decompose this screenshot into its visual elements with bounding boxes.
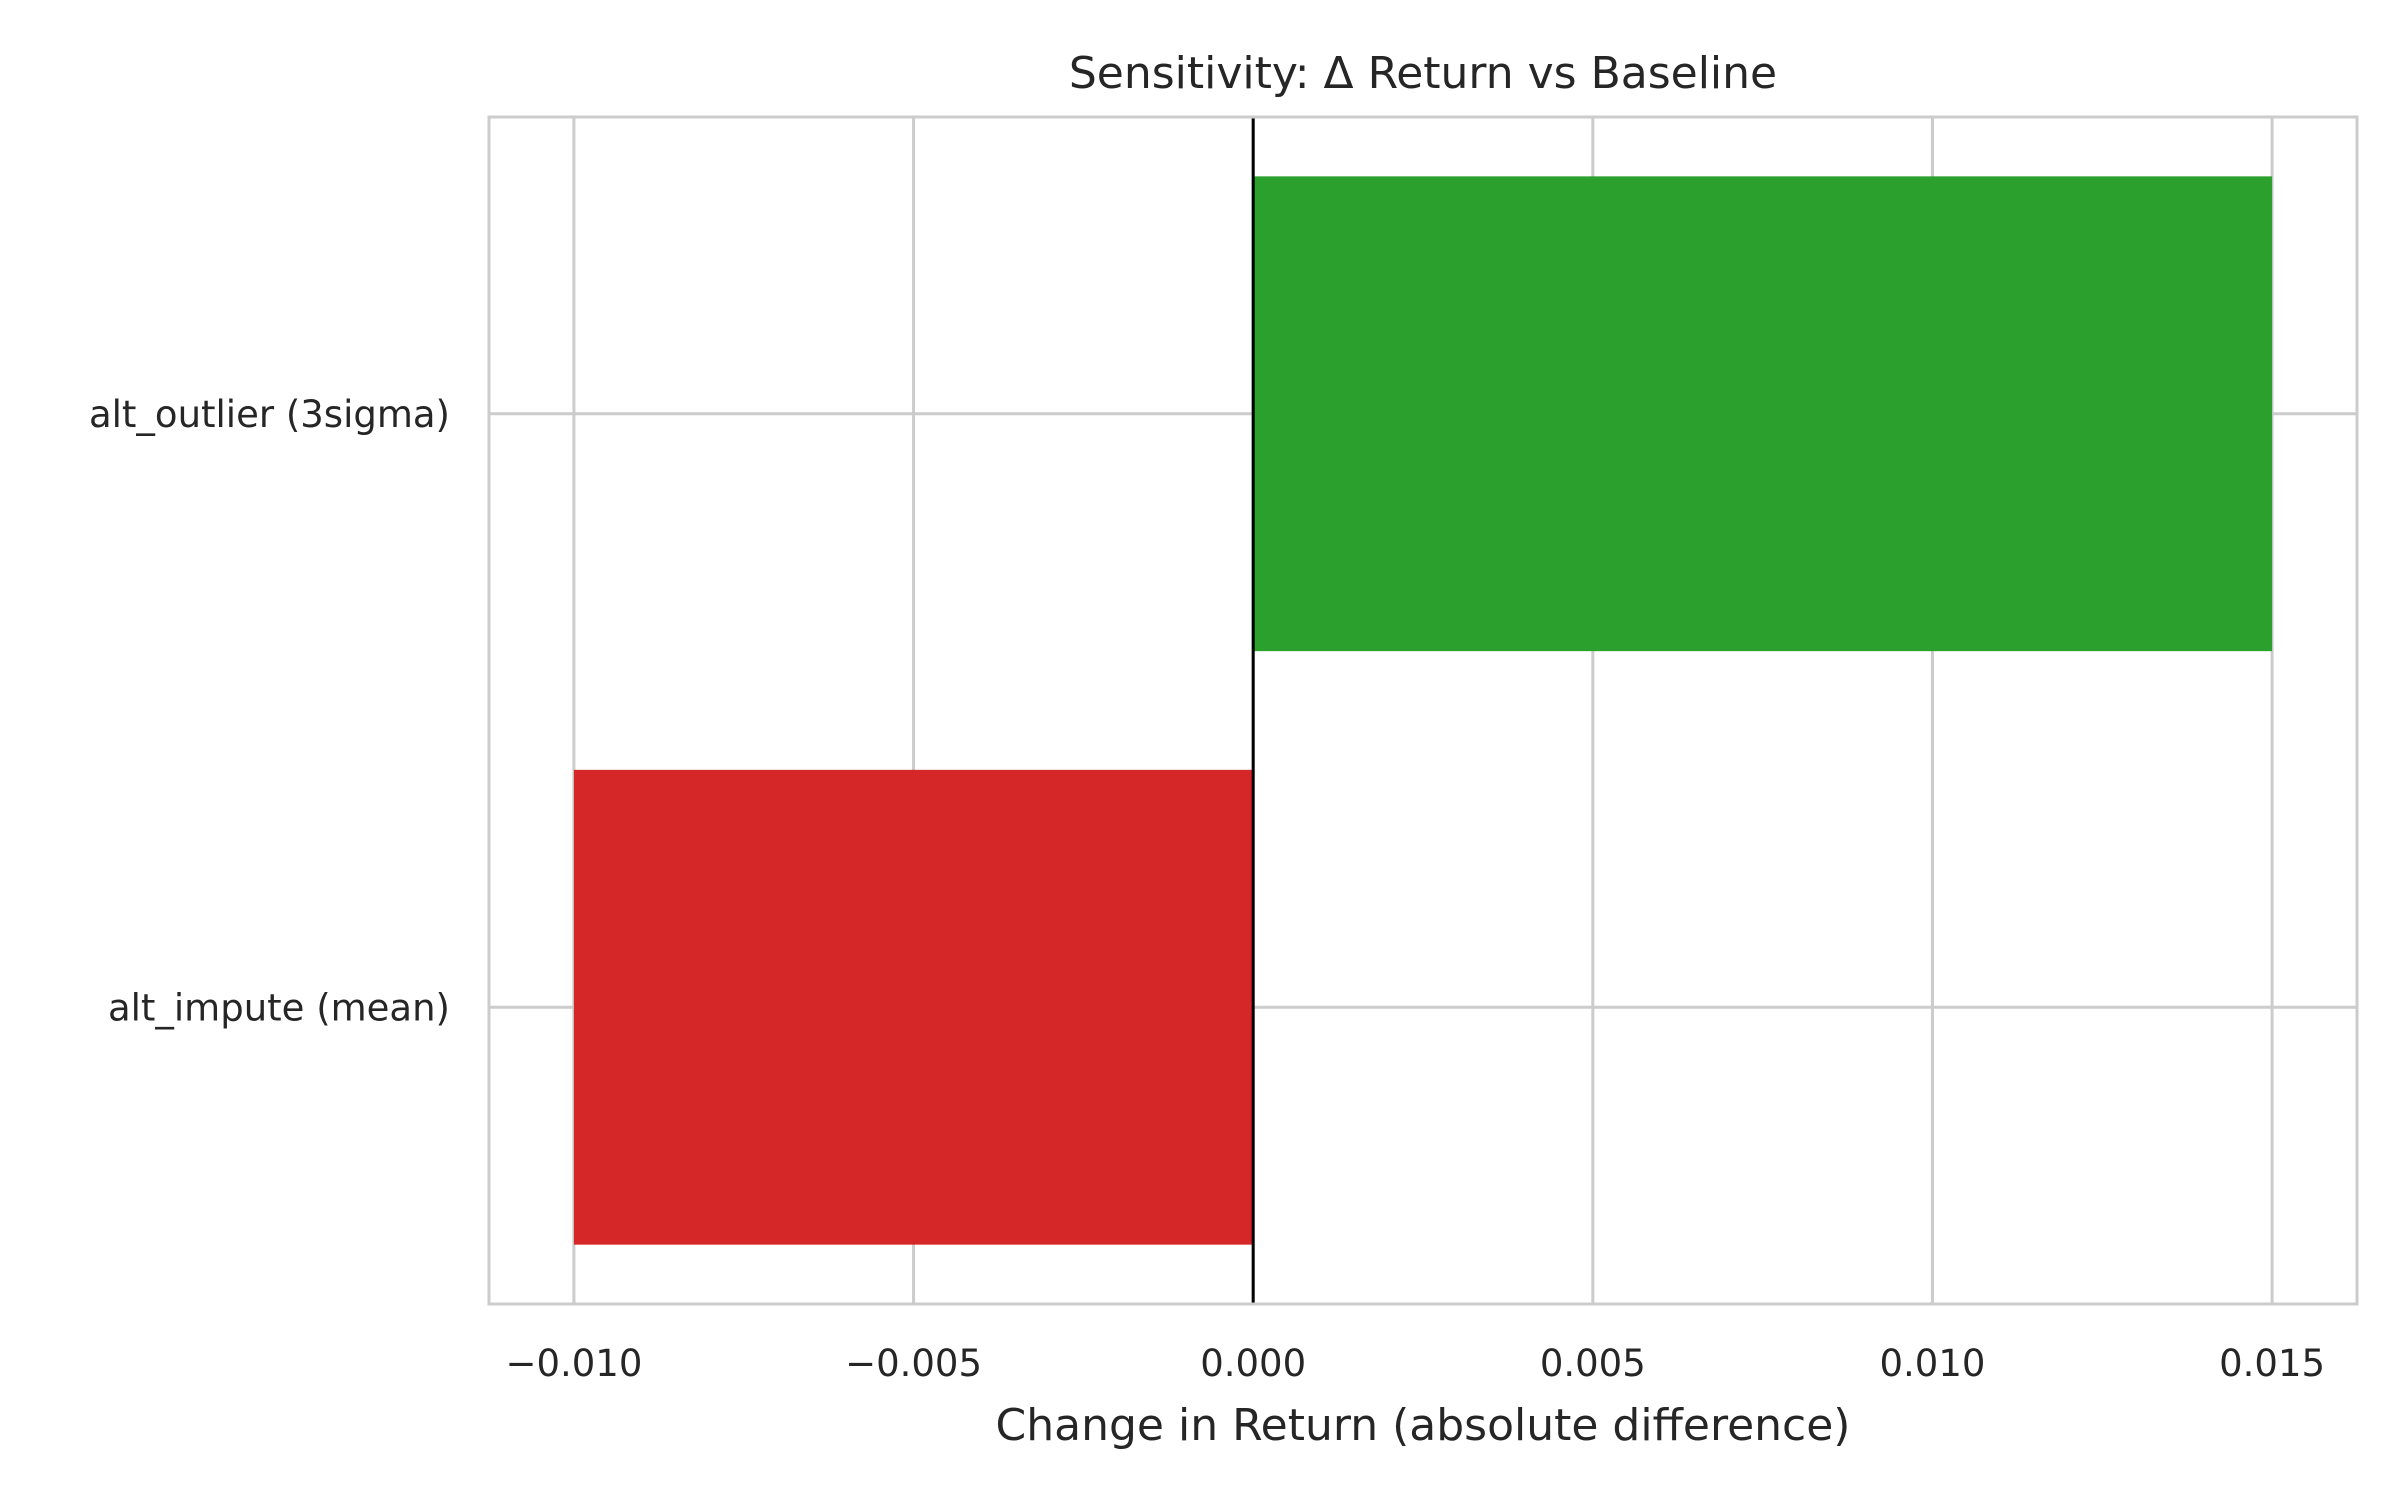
x-tick-label: −0.010 [505, 1342, 642, 1385]
y-tick-label: alt_outlier (3sigma) [89, 393, 450, 436]
x-tick-label: 0.015 [2219, 1342, 2325, 1385]
x-tick-label: −0.005 [845, 1342, 982, 1385]
tick-labels: −0.010 −0.005 0.000 0.005 0.010 0.015 alt_outl… [89, 393, 2325, 1385]
x-tick-label: 0.010 [1879, 1342, 1985, 1385]
x-tick-label: 0.000 [1200, 1342, 1306, 1385]
axes-frame [487, 115, 2359, 1306]
chart-title: Sensitivity: Δ Return vs Baseline [1069, 48, 1777, 99]
x-tick-label: 0.005 [1540, 1342, 1646, 1385]
bar-0 [1253, 176, 2273, 652]
plot-border [487, 115, 2359, 1306]
bar-1 [573, 769, 1254, 1245]
bars-layer [573, 176, 2273, 1245]
y-tick-label: alt_impute (mean) [108, 986, 450, 1029]
x-axis-label: Change in Return (absolute difference) [996, 1400, 1851, 1451]
